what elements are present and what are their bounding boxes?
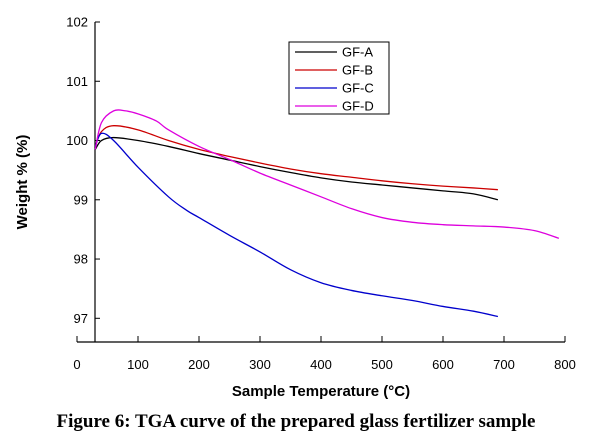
legend: GF-A GF-B GF-C GF-D <box>288 41 390 115</box>
y-tick-label: 101 <box>66 74 88 89</box>
legend-entries: GF-A GF-B GF-C GF-D <box>295 45 374 114</box>
series-lines <box>94 109 560 318</box>
x-tick-label: 400 <box>310 357 332 372</box>
x-tick-label: 0 <box>73 357 80 372</box>
x-tick-label: 600 <box>432 357 454 372</box>
y-axis-ticks: 97 98 99 100 101 102 <box>66 15 100 326</box>
y-tick-label: 102 <box>66 15 88 30</box>
x-tick-label: 300 <box>249 357 271 372</box>
y-tick-label: 97 <box>74 311 88 326</box>
x-tick-label: 700 <box>493 357 515 372</box>
series-line-gf-b <box>94 125 498 191</box>
legend-label-gf-c: GF-C <box>342 81 374 96</box>
legend-label-gf-a: GF-A <box>342 45 373 60</box>
x-tick-label: 800 <box>554 357 576 372</box>
series-line-gf-d <box>94 109 560 239</box>
legend-box <box>288 41 390 115</box>
x-tick-label: 100 <box>127 357 149 372</box>
y-tick-label: 100 <box>66 133 88 148</box>
y-tick-label: 99 <box>74 192 88 207</box>
figure-caption: Figure 6: TGA curve of the prepared glas… <box>56 411 536 432</box>
series-line-gf-c <box>94 132 499 318</box>
x-tick-label: 200 <box>188 357 210 372</box>
legend-label-gf-b: GF-B <box>342 63 373 78</box>
x-tick-label: 500 <box>371 357 393 372</box>
y-tick-label: 98 <box>74 252 88 267</box>
legend-label-gf-d: GF-D <box>342 99 374 114</box>
y-axis-title: Weight % (%) <box>14 135 31 230</box>
x-axis-title: Sample Temperature (°C) <box>232 383 410 400</box>
x-axis-ticks: 0 100 200 300 400 500 600 700 800 <box>73 336 576 372</box>
series-line-gf-a <box>94 136 499 201</box>
